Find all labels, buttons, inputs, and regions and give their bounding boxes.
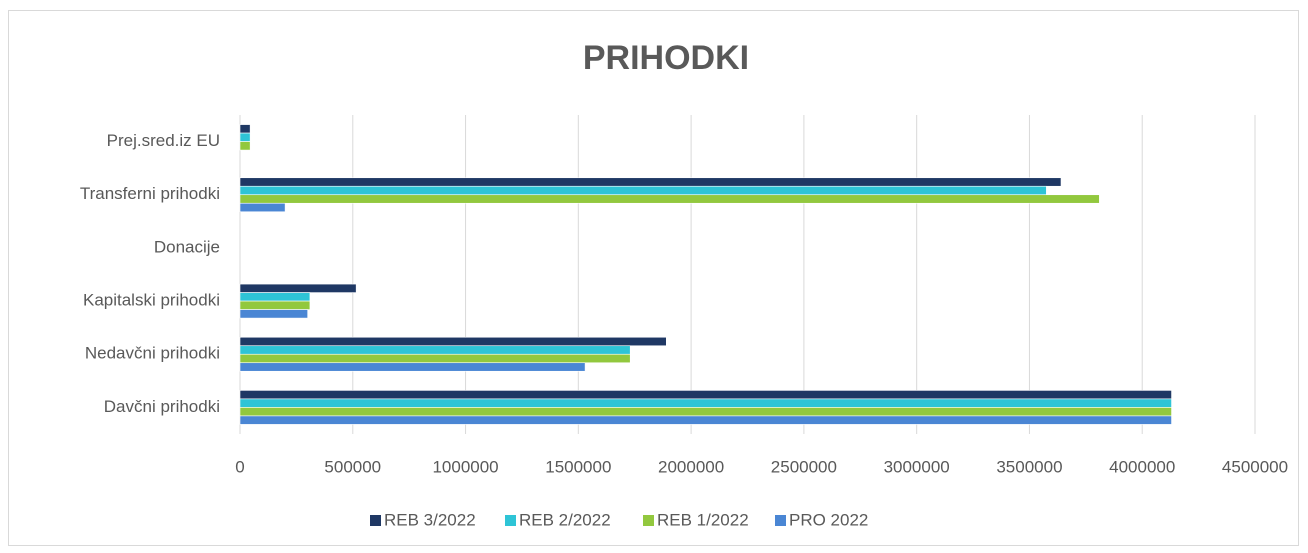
x-tick-label: 4500000 <box>1222 457 1288 476</box>
x-tick-label: 2500000 <box>771 457 837 476</box>
bar <box>239 309 308 319</box>
y-tick-label: Davčni prihodki <box>104 397 220 416</box>
x-tick-label: 500000 <box>324 457 381 476</box>
legend-swatch <box>505 515 516 526</box>
x-tick-label: 0 <box>235 457 244 476</box>
bar <box>239 202 286 213</box>
x-tick-label: 1500000 <box>545 457 611 476</box>
bar <box>239 185 1047 196</box>
chart-title: PRIHODKI <box>583 39 749 77</box>
x-tick-label: 2000000 <box>658 457 724 476</box>
bar <box>239 194 1100 204</box>
legend-label: REB 2/2022 <box>519 510 611 529</box>
bar <box>239 362 586 372</box>
legend-swatch <box>775 515 786 526</box>
x-tick-label: 1000000 <box>432 457 498 476</box>
bar <box>239 132 251 142</box>
legend-swatch <box>643 515 654 526</box>
bar <box>239 407 1172 417</box>
bar <box>239 283 357 293</box>
x-tick-label: 4000000 <box>1109 457 1175 476</box>
bar <box>239 336 667 347</box>
bar <box>239 124 251 134</box>
y-tick-label: Transferni prihodki <box>80 184 220 203</box>
y-tick-label: Donacije <box>154 237 220 256</box>
legend-label: PRO 2022 <box>789 510 868 529</box>
legend-label: REB 1/2022 <box>657 510 749 529</box>
legend-swatch <box>370 515 381 526</box>
chart-border <box>8 10 1299 546</box>
x-tick-label: 3000000 <box>884 457 950 476</box>
bar <box>239 292 311 302</box>
bar <box>239 353 631 364</box>
bar <box>239 177 1062 187</box>
bar <box>239 390 1172 400</box>
legend-label: REB 3/2022 <box>384 510 476 529</box>
y-tick-label: Kapitalski prihodki <box>83 291 220 310</box>
bar <box>239 398 1172 408</box>
bar <box>239 141 251 151</box>
bar <box>239 300 311 310</box>
bar <box>239 345 631 355</box>
y-tick-label: Prej.sred.iz EU <box>107 131 220 150</box>
bar <box>239 415 1172 425</box>
y-tick-label: Nedavčni prihodki <box>85 344 220 363</box>
x-tick-label: 3500000 <box>996 457 1062 476</box>
